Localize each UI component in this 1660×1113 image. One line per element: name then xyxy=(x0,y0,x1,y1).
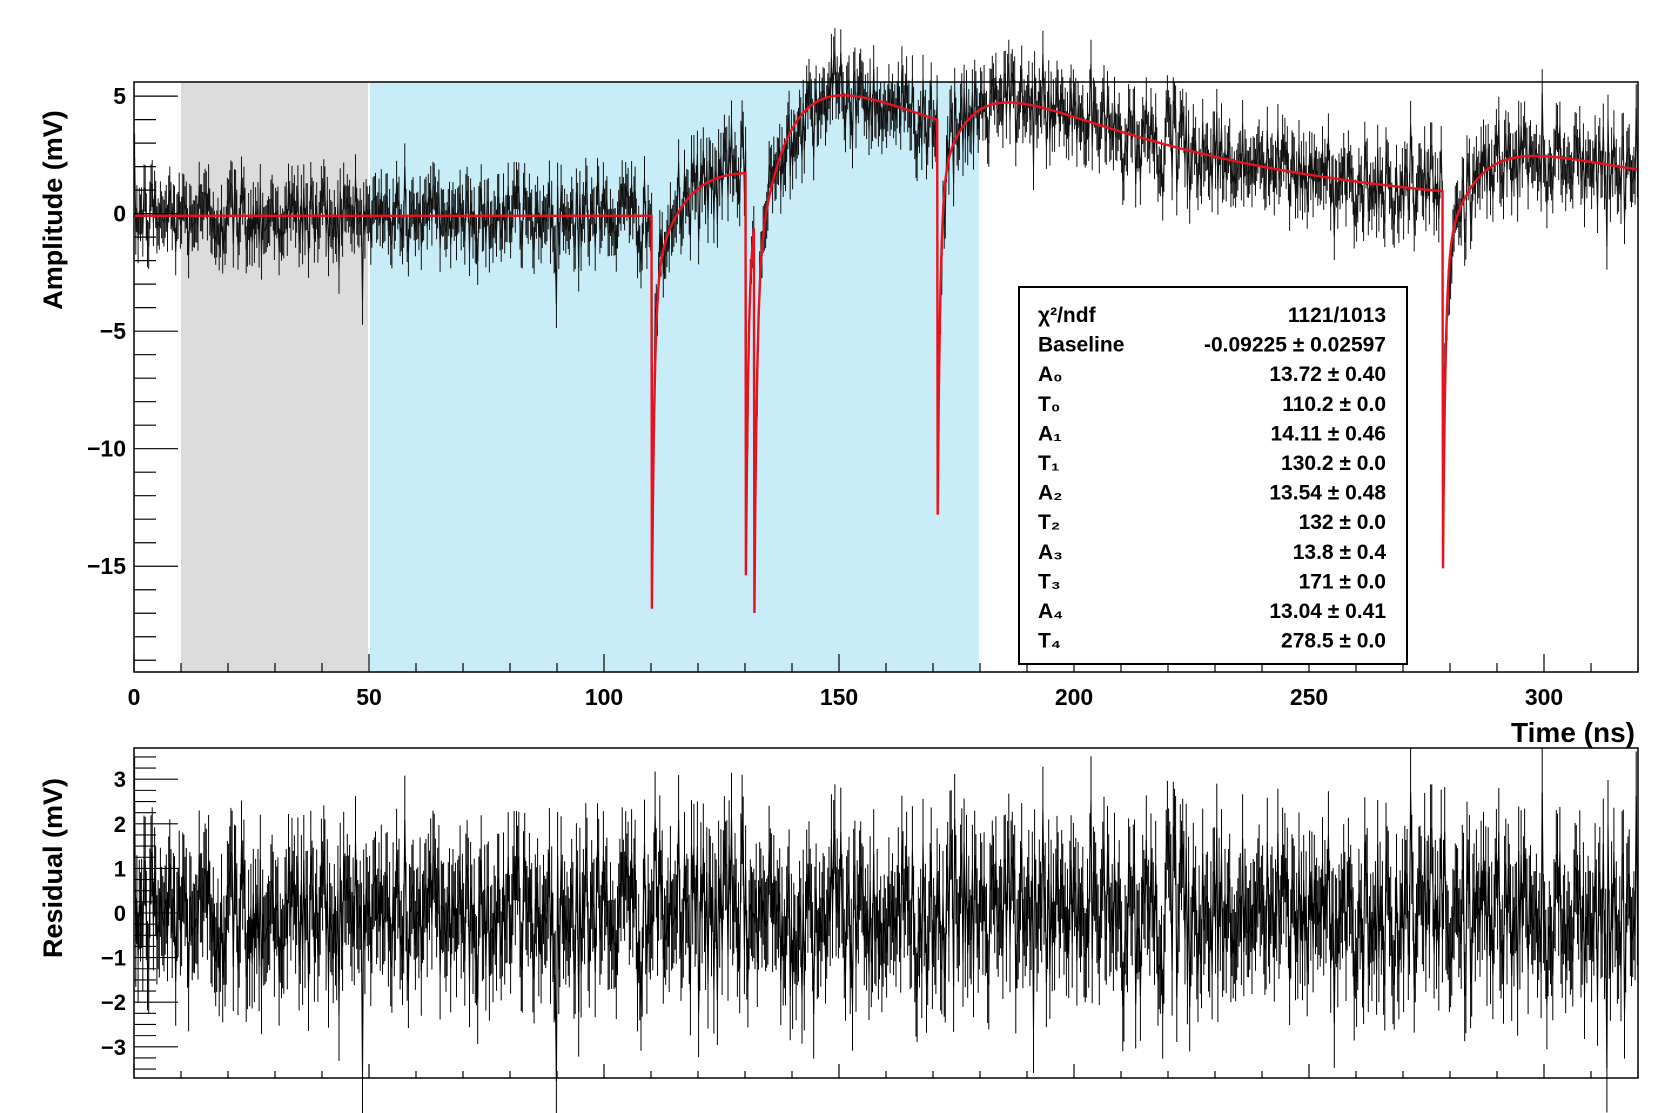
shaded-region-1 xyxy=(369,82,980,672)
residual-line xyxy=(134,792,1638,1082)
y-tick-label: 0 xyxy=(113,201,126,227)
stats-row: A₂ 13.54 ± 0.48 xyxy=(1038,482,1386,505)
stats-label: A₄ xyxy=(1038,600,1063,623)
amplitude-y-axis-label: Amplitude (mV) xyxy=(38,110,68,310)
residual-y-ticks: 3 2 1 0 −1 −2 −3 xyxy=(101,756,178,1070)
stats-row: T₃ 171 ± 0.0 xyxy=(1038,570,1386,593)
stats-row: A₃ 13.8 ± 0.4 xyxy=(1038,541,1386,564)
y-tick-label: −3 xyxy=(101,1035,126,1060)
residual-data-series xyxy=(134,747,1638,1113)
amplitude-x-ticks: 0 50 100 150 200 250 300 xyxy=(128,654,1639,710)
stats-value: 13.72 ± 0.40 xyxy=(1269,363,1386,386)
amplitude-y-ticks: 5 0 −5 −10 −15 xyxy=(87,83,178,661)
x-tick-label: 100 xyxy=(585,684,623,710)
stats-row: Baseline -0.09225 ± 0.02597 xyxy=(1038,334,1386,357)
residual-y-axis-label: Residual (mV) xyxy=(38,778,68,958)
stats-value: -0.09225 ± 0.02597 xyxy=(1204,334,1386,357)
stats-row: T₂ 132 ± 0.0 xyxy=(1038,511,1386,534)
fit-curve xyxy=(134,94,1638,614)
stats-value: 110.2 ± 0.0 xyxy=(1282,393,1386,416)
x-tick-label: 200 xyxy=(1055,684,1093,710)
x-tick-label: 150 xyxy=(820,684,858,710)
stats-value: 1121/1013 xyxy=(1288,304,1386,327)
stats-label: T₁ xyxy=(1038,452,1060,475)
amplitude-data-line xyxy=(134,51,1638,548)
stats-row: T₄ 278.5 ± 0.0 xyxy=(1038,630,1386,653)
stats-label: T₃ xyxy=(1038,570,1061,593)
x-tick-label: 50 xyxy=(356,684,382,710)
stats-label: Baseline xyxy=(1038,334,1124,357)
stats-label: A₀ xyxy=(1038,363,1063,386)
stats-value: 171 ± 0.0 xyxy=(1299,570,1386,593)
stats-row: T₁ 130.2 ± 0.0 xyxy=(1038,452,1386,475)
stats-row: χ²/ndf 1121/1013 xyxy=(1038,304,1386,327)
fit-curve-series xyxy=(134,94,1638,614)
x-tick-label: 0 xyxy=(128,684,141,710)
stats-label: A₃ xyxy=(1038,541,1063,564)
y-tick-label: 2 xyxy=(114,812,126,837)
shaded-regions xyxy=(181,82,981,672)
stats-label: T₀ xyxy=(1038,393,1060,416)
stats-label: A₁ xyxy=(1038,422,1062,445)
stats-value: 14.11 ± 0.46 xyxy=(1271,422,1386,445)
fit-stats-box: χ²/ndf 1121/1013 Baseline -0.09225 ± 0.0259… xyxy=(1018,286,1408,665)
y-tick-label: 5 xyxy=(113,83,126,109)
stats-value: 132 ± 0.0 xyxy=(1299,511,1386,534)
stats-row: A₁ 14.11 ± 0.46 xyxy=(1038,422,1386,445)
stats-value: 278.5 ± 0.0 xyxy=(1281,630,1386,653)
y-tick-label: −5 xyxy=(100,318,126,344)
stats-value: 13.04 ± 0.41 xyxy=(1269,600,1386,623)
y-tick-label: −15 xyxy=(87,553,126,579)
stats-label: χ²/ndf xyxy=(1038,304,1097,327)
x-tick-label: 250 xyxy=(1290,684,1328,710)
residual-panel: 3 2 1 0 −1 −2 −3 Residual (mV) xyxy=(38,747,1639,1113)
stats-label: T₂ xyxy=(1038,511,1060,534)
stats-value: 130.2 ± 0.0 xyxy=(1281,452,1386,475)
stats-value: 13.8 ± 0.4 xyxy=(1293,541,1387,564)
stats-row: A₄ 13.04 ± 0.41 xyxy=(1038,600,1386,623)
shaded-region-0 xyxy=(181,82,369,672)
stats-row: A₀ 13.72 ± 0.40 xyxy=(1038,363,1386,386)
amplitude-panel: 0 50 100 150 200 250 300 50−5−10−15 Amplitude … xyxy=(38,28,1639,748)
stats-row: T₀ 110.2 ± 0.0 xyxy=(1038,393,1386,416)
y-tick-label: −10 xyxy=(87,436,126,462)
x-tick-label: 300 xyxy=(1525,684,1563,710)
y-tick-label: 1 xyxy=(114,856,126,881)
y-tick-label: −2 xyxy=(101,990,126,1015)
stats-value: 13.54 ± 0.48 xyxy=(1269,482,1386,505)
y-tick-label: 0 xyxy=(114,901,126,926)
y-tick-label: 3 xyxy=(114,767,126,792)
y-tick-label: −1 xyxy=(101,946,126,971)
stats-label: A₂ xyxy=(1038,482,1063,505)
stats-label: T₄ xyxy=(1038,630,1061,653)
residual-x-ticks xyxy=(133,1064,1639,1078)
amplitude-x-axis-label: Time (ns) xyxy=(1511,717,1635,748)
